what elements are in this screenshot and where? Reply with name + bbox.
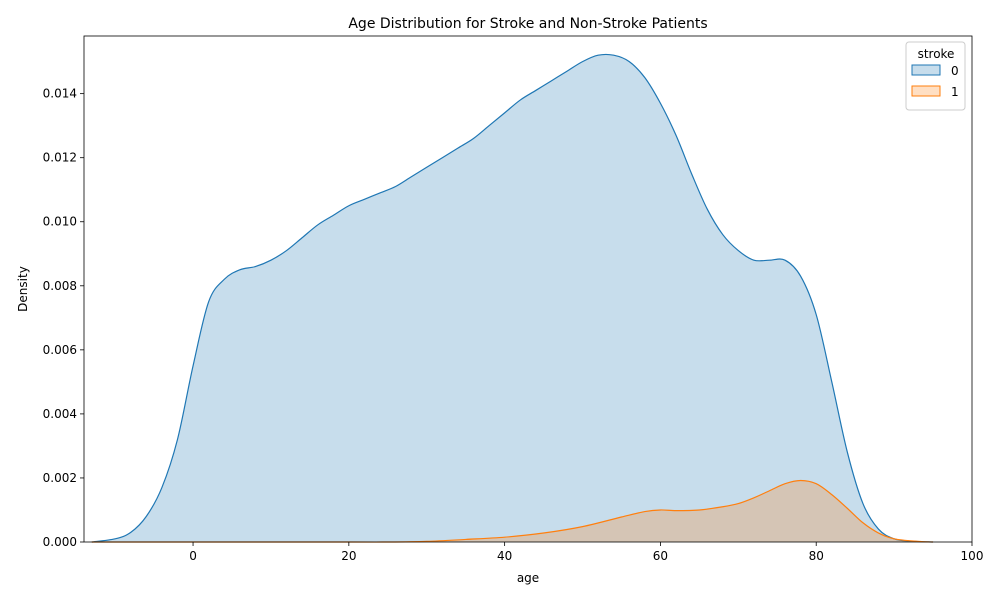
legend-entry-0: 0 bbox=[951, 64, 959, 78]
x-tick-label: 80 bbox=[809, 549, 824, 563]
legend-frame bbox=[905, 41, 966, 111]
x-tick-label: 40 bbox=[497, 549, 512, 563]
y-tick-label: 0.000 bbox=[43, 535, 77, 549]
series-layer bbox=[91, 53, 934, 543]
x-axis-label: age bbox=[517, 571, 539, 585]
y-tick-label: 0.002 bbox=[43, 471, 77, 485]
x-tick-label: 60 bbox=[653, 549, 668, 563]
legend-title: stroke bbox=[918, 47, 955, 61]
y-tick-label: 0.008 bbox=[43, 279, 77, 293]
y-tick-label: 0.006 bbox=[43, 343, 77, 357]
x-tick-label: 20 bbox=[341, 549, 356, 563]
y-axis-label: Density bbox=[16, 266, 30, 312]
y-tick-label: 0.004 bbox=[43, 407, 77, 421]
legend: stroke 0 1 bbox=[905, 41, 966, 111]
plot-frame bbox=[83, 35, 973, 543]
y-tick-label: 0.014 bbox=[43, 87, 77, 101]
x-axis: 0 20 40 60 80 100 bbox=[189, 542, 983, 563]
x-tick-label: 100 bbox=[961, 549, 984, 563]
x-tick-label: 0 bbox=[189, 549, 197, 563]
y-axis: 0.000 0.002 0.004 0.006 0.008 0.010 0.012 0.014 bbox=[43, 87, 84, 549]
series-0-line bbox=[91, 53, 934, 543]
series-1-area bbox=[91, 480, 934, 543]
legend-entry-1: 1 bbox=[951, 85, 959, 99]
series-0-area bbox=[91, 54, 934, 542]
y-tick-label: 0.010 bbox=[43, 215, 77, 229]
legend-swatch-0 bbox=[911, 64, 941, 76]
legend-swatch-1 bbox=[911, 85, 941, 97]
y-tick-label: 0.012 bbox=[43, 151, 77, 165]
chart-title: Age Distribution for Stroke and Non-Stro… bbox=[348, 16, 707, 32]
